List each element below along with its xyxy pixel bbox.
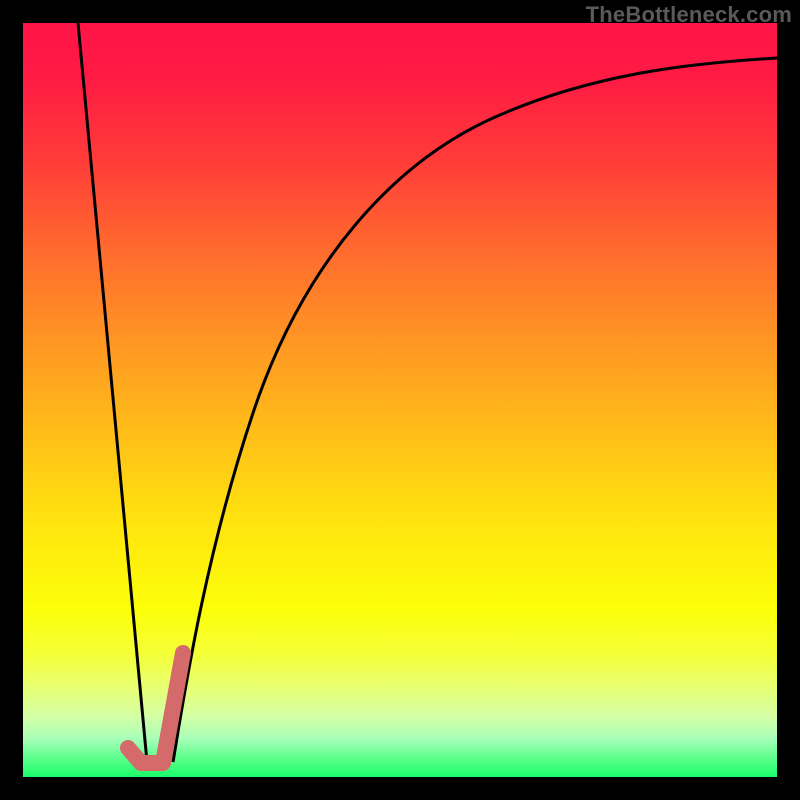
watermark-text: TheBottleneck.com (586, 2, 792, 28)
chart-container: TheBottleneck.com (0, 0, 800, 800)
plot-background (23, 23, 777, 777)
bottleneck-chart-svg (0, 0, 800, 800)
